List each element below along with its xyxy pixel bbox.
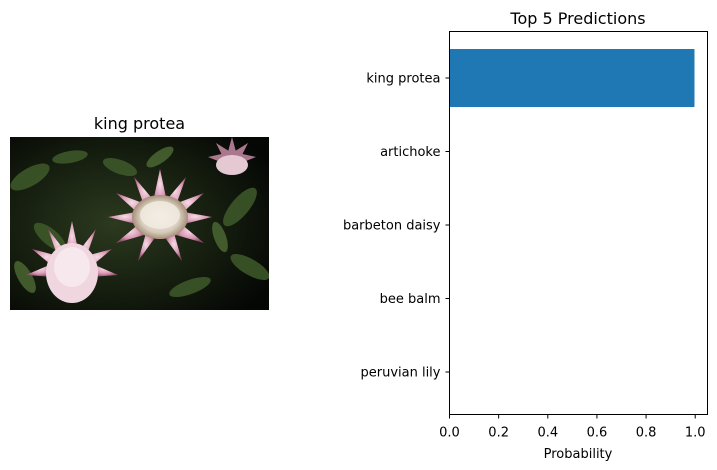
king-protea-photo (10, 137, 269, 310)
x-axis-label: Probability (544, 447, 613, 462)
y-tick-labels: king protea artichoke barbeton daisy bee ba… (343, 72, 450, 381)
bar-group (449, 49, 695, 107)
image-panel: king protea (0, 0, 280, 470)
x-axis: 0.0 0.2 0.4 0.6 0.8 1.0 (439, 414, 706, 441)
x-tick-label: 1.0 (685, 426, 706, 441)
x-tick-label: 0.4 (537, 426, 558, 441)
image-title: king protea (93, 114, 186, 133)
chart-title: Top 5 Predictions (509, 9, 645, 28)
x-tick-label: 0.0 (439, 426, 460, 441)
x-tick-label: 0.2 (488, 426, 509, 441)
king-protea-flower-icon (10, 137, 269, 310)
x-tick-label: 0.8 (636, 426, 657, 441)
y-tick-label: king protea (366, 72, 440, 87)
plot-frame (449, 31, 708, 415)
y-tick-label: barbeton daisy (343, 219, 441, 234)
y-tick-label: peruvian lily (360, 366, 440, 381)
y-tick-label: bee balm (380, 292, 441, 307)
y-tick-label: artichoke (380, 145, 440, 160)
bar-king-protea (449, 49, 695, 107)
x-tick-label: 0.6 (587, 426, 608, 441)
